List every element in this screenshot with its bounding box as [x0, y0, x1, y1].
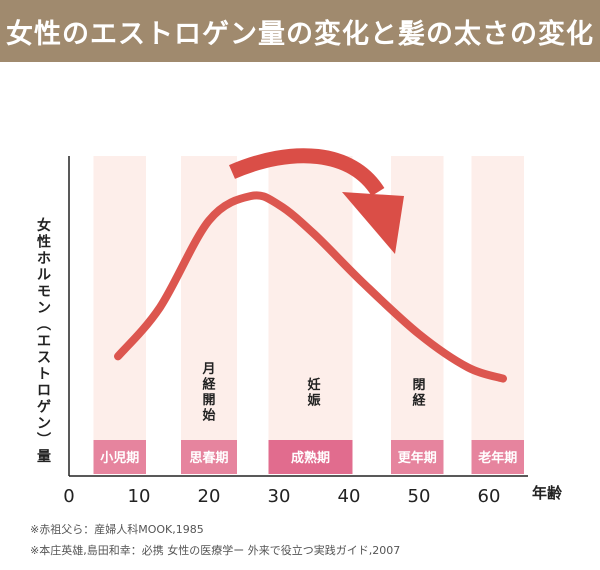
stage-label-4: 老年期: [477, 450, 517, 466]
event-label-2: 閉経: [412, 378, 426, 409]
x-tick-label-0: 0: [63, 486, 74, 507]
decline-arrow-shaft: [229, 148, 385, 197]
decline-arrow-head: [342, 192, 404, 254]
source-note-1: ※赤祖父ら：産婦人科MOOK,1985: [30, 523, 204, 536]
stage-band-4: [471, 156, 524, 440]
stage-box-4: [471, 440, 524, 474]
hormone-curve-0: [114, 191, 507, 383]
page-title: 女性のエストロゲン量の変化と髪の太さの変化: [6, 18, 594, 50]
event-label-1: 妊娠: [307, 377, 321, 409]
title-banner: 女性のエストロゲン量の変化と髪の太さの変化: [0, 0, 600, 62]
x-unit-label: 年齢: [532, 484, 563, 502]
stage-box-3: [391, 440, 444, 474]
x-tick-label-2: 20: [198, 486, 221, 507]
x-tick-label-1: 10: [128, 486, 151, 507]
stage-label-0: 小児期: [100, 451, 139, 466]
stage-band-0: [93, 156, 146, 440]
stage-box-1: [181, 440, 237, 474]
stage-box-2: [268, 440, 353, 474]
x-tick-label-5: 50: [408, 486, 431, 507]
source-note-2: ※本庄英雄,島田和幸：必携 女性の医療学ー 外来で役立つ実践ガイド,2007: [30, 544, 401, 557]
stage-label-1: 思春期: [189, 450, 228, 466]
x-tick-label-3: 30: [268, 486, 291, 507]
y-axis-label: 女性ホルモン︵エストロゲン︶量: [36, 217, 51, 465]
x-tick-label-4: 40: [338, 486, 361, 507]
event-label-0: 月経開始: [201, 362, 216, 424]
stage-box-0: [93, 440, 146, 474]
stage-label-2: 成熟期: [291, 450, 330, 466]
stage-label-3: 更年期: [398, 450, 437, 466]
x-tick-label-6: 60: [478, 486, 501, 507]
estrogen-chart: 小児期 思春期 成熟期 更年期 老年期 0 10 20 30 40 50 60 年齢 女性ホルモン︵エスト…: [36, 148, 563, 507]
